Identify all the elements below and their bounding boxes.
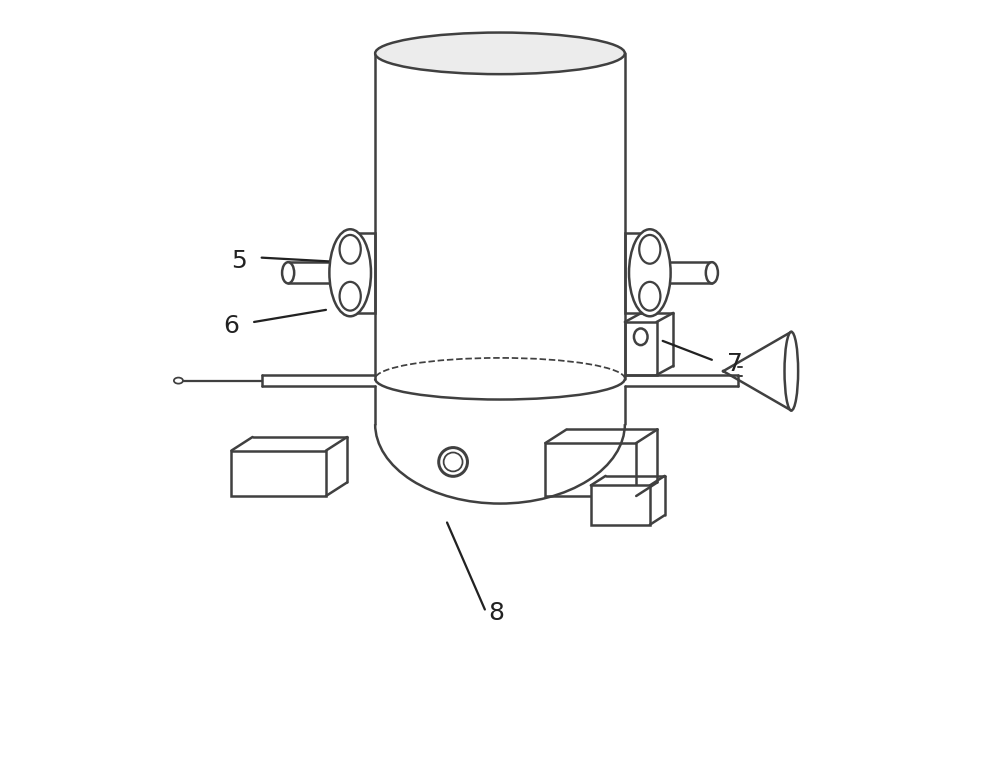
Ellipse shape	[639, 282, 660, 311]
Ellipse shape	[639, 235, 660, 264]
Bar	[625, 322, 657, 375]
Text: 7: 7	[727, 352, 743, 376]
Ellipse shape	[629, 230, 671, 316]
Ellipse shape	[375, 33, 625, 74]
Ellipse shape	[634, 328, 648, 345]
Bar	[625, 233, 646, 313]
Bar	[545, 443, 636, 496]
Ellipse shape	[329, 230, 371, 316]
Ellipse shape	[444, 452, 463, 471]
Text: 5: 5	[231, 249, 247, 273]
Bar	[231, 451, 326, 496]
Ellipse shape	[706, 262, 718, 283]
Ellipse shape	[785, 332, 798, 411]
Ellipse shape	[439, 448, 467, 477]
Bar	[591, 486, 650, 525]
Text: 8: 8	[488, 601, 504, 625]
Ellipse shape	[282, 262, 294, 283]
Bar	[354, 233, 375, 313]
Text: 6: 6	[223, 314, 239, 338]
Ellipse shape	[340, 235, 361, 264]
Ellipse shape	[340, 282, 361, 311]
Ellipse shape	[174, 378, 183, 383]
